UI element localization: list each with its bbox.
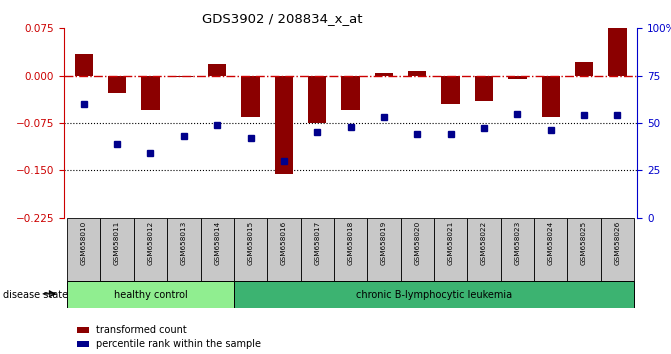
Bar <box>534 218 568 281</box>
Bar <box>575 62 593 76</box>
Bar <box>568 218 601 281</box>
Bar <box>67 218 101 281</box>
Bar <box>375 73 393 76</box>
Bar <box>101 218 134 281</box>
Bar <box>334 218 367 281</box>
Text: chronic B-lymphocytic leukemia: chronic B-lymphocytic leukemia <box>356 290 512 300</box>
Bar <box>234 218 267 281</box>
Text: GSM658012: GSM658012 <box>148 220 154 264</box>
Bar <box>501 218 534 281</box>
Text: GSM658016: GSM658016 <box>281 220 287 264</box>
Bar <box>434 218 467 281</box>
Bar <box>601 218 634 281</box>
Bar <box>242 76 260 117</box>
Bar <box>442 76 460 104</box>
Bar <box>367 218 401 281</box>
Bar <box>208 64 226 76</box>
Bar <box>308 76 326 123</box>
Text: disease state: disease state <box>3 290 68 299</box>
Text: GSM658024: GSM658024 <box>548 220 554 264</box>
Bar <box>342 76 360 110</box>
Bar <box>408 70 427 76</box>
Text: GSM658021: GSM658021 <box>448 220 454 264</box>
Text: healthy control: healthy control <box>113 290 187 300</box>
Text: GSM658010: GSM658010 <box>81 220 87 264</box>
Text: GSM658025: GSM658025 <box>581 220 587 264</box>
Bar <box>234 281 634 308</box>
Text: GSM658023: GSM658023 <box>515 220 521 264</box>
Text: GSM658015: GSM658015 <box>248 220 254 264</box>
Text: transformed count: transformed count <box>96 325 187 335</box>
Bar <box>134 218 167 281</box>
Bar <box>274 76 293 173</box>
Bar <box>142 76 160 110</box>
Text: GDS3902 / 208834_x_at: GDS3902 / 208834_x_at <box>201 12 362 25</box>
Text: GSM658020: GSM658020 <box>414 220 420 264</box>
Bar <box>301 218 334 281</box>
Bar <box>609 28 627 76</box>
Text: GSM658011: GSM658011 <box>114 220 120 264</box>
Bar <box>541 76 560 117</box>
Text: GSM658013: GSM658013 <box>180 220 187 264</box>
Bar <box>74 53 93 76</box>
Text: GSM658026: GSM658026 <box>615 220 621 264</box>
Text: GSM658022: GSM658022 <box>481 220 487 264</box>
Bar <box>108 76 126 93</box>
Bar <box>174 76 193 77</box>
Bar <box>508 76 527 79</box>
Text: GSM658019: GSM658019 <box>381 220 387 264</box>
Bar <box>401 218 434 281</box>
Bar <box>475 76 493 101</box>
Bar <box>467 218 501 281</box>
Text: GSM658017: GSM658017 <box>314 220 320 264</box>
Text: percentile rank within the sample: percentile rank within the sample <box>96 339 261 349</box>
Bar <box>67 281 234 308</box>
Bar <box>267 218 301 281</box>
Bar <box>201 218 234 281</box>
Text: GSM658018: GSM658018 <box>348 220 354 264</box>
Bar <box>167 218 201 281</box>
Text: GSM658014: GSM658014 <box>214 220 220 264</box>
